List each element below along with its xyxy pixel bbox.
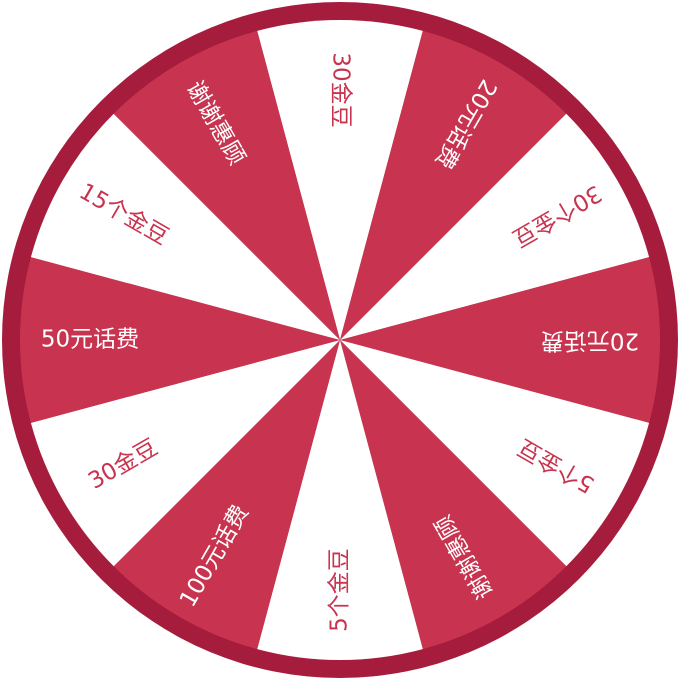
wheel-segment [113, 340, 340, 650]
wheel-segment-label: 20元话费 [541, 328, 639, 354]
wheel-segment [30, 340, 340, 567]
wheel-segments [20, 20, 660, 660]
wheel-segment-label: 5个金豆 [327, 548, 353, 632]
wheel-segment [257, 20, 423, 341]
wheel-segment [20, 257, 341, 423]
wheel-segment-label: 50元话费 [41, 327, 139, 353]
wheel-segment-label: 30金豆 [328, 52, 354, 127]
wheel-segment [113, 30, 340, 340]
wheel-segment [257, 340, 423, 660]
wheel-segment [340, 113, 650, 340]
wheel-segment [340, 30, 567, 340]
wheel-segment [340, 340, 567, 650]
wheel-segment [340, 257, 660, 423]
wheel-segment [340, 340, 650, 567]
wheel-segment [30, 113, 340, 340]
